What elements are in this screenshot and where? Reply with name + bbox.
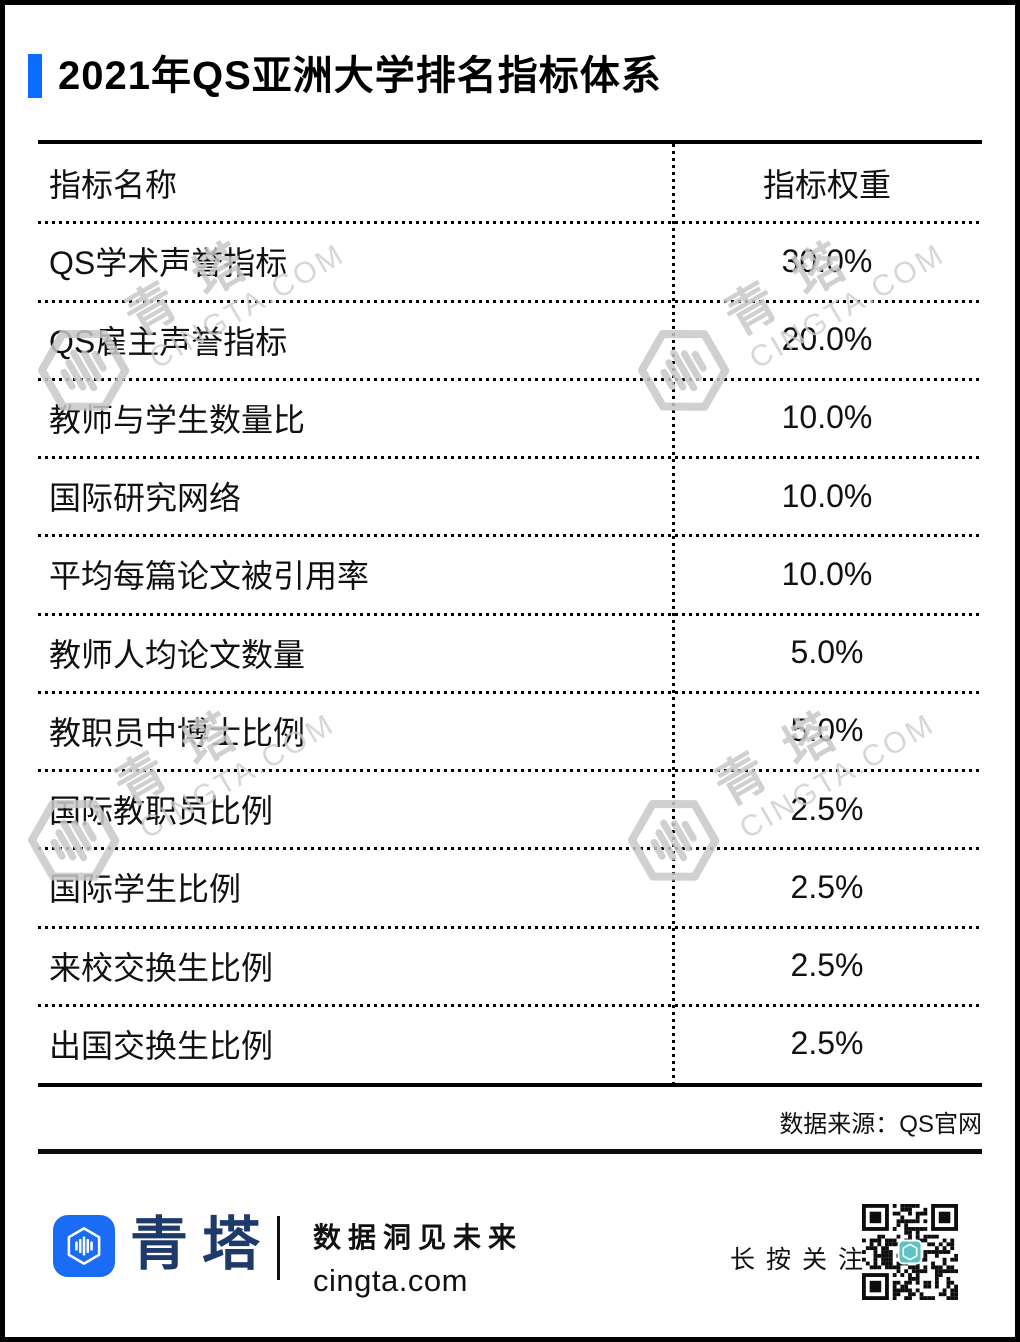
- indicator-name: 国际教职员比例: [49, 793, 274, 830]
- indicator-weight: 10.0%: [781, 555, 873, 592]
- indicator-weight: 20.0%: [781, 321, 873, 358]
- indicator-name: QS雇主声誉指标: [49, 323, 288, 360]
- indicator-weight: 10.0%: [781, 399, 873, 436]
- qr-code-image: [862, 1204, 958, 1300]
- table-row: 来校交换生比例 2.5%: [38, 925, 982, 1005]
- table-header-row: 指标名称 指标权重: [38, 144, 982, 222]
- indicator-name: 国际学生比例: [49, 871, 242, 908]
- table-row: 教职员中博士比例 5.0%: [38, 690, 982, 770]
- indicator-weight: 2.5%: [790, 947, 864, 984]
- table-row: QS雇主声誉指标 20.0%: [38, 299, 982, 379]
- page-header: 2021年QS亚洲大学排名指标体系: [28, 54, 662, 98]
- table-row: 国际研究网络 10.0%: [38, 455, 982, 535]
- table-row: 国际学生比例 2.5%: [38, 847, 982, 926]
- column-header-weight: 指标权重: [762, 167, 891, 204]
- footer-separator-line: [38, 1149, 982, 1154]
- brand-tagline: 数据洞见未来: [313, 1222, 524, 1253]
- qr-caption: 长按关注: [730, 1246, 875, 1274]
- indicator-name: 教师人均论文数量: [49, 636, 306, 673]
- brand-website: cingta.com: [313, 1263, 468, 1298]
- indicator-name: 来校交换生比例: [49, 949, 274, 986]
- brand-name: 青塔: [130, 1210, 275, 1278]
- indicator-name: QS学术声誉指标: [49, 245, 288, 282]
- table-row: QS学术声誉指标 30.0%: [38, 221, 982, 300]
- title-accent-bar: [28, 54, 42, 98]
- table-row: 出国交换生比例 2.5%: [38, 1003, 982, 1083]
- table-row: 教师人均论文数量 5.0%: [38, 612, 982, 692]
- indicator-name: 教职员中博士比例: [49, 714, 306, 751]
- cingta-logo: [53, 1215, 115, 1277]
- indicator-name: 出国交换生比例: [49, 1027, 274, 1064]
- soundwave-hexagon-icon: [67, 1227, 101, 1265]
- indicator-name: 平均每篇论文被引用率: [49, 558, 370, 595]
- column-header-name: 指标名称: [49, 167, 178, 204]
- footer-vertical-divider: [277, 1216, 280, 1280]
- indicator-weight: 2.5%: [790, 790, 864, 827]
- indicator-weight: 5.0%: [790, 712, 864, 749]
- qr-code: [862, 1204, 958, 1300]
- indicator-name: 国际研究网络: [49, 480, 242, 517]
- indicator-weight: 2.5%: [790, 1025, 864, 1062]
- indicator-weight: 5.0%: [790, 634, 864, 671]
- footer-tagline-block: 数据洞见未来 cingta.com: [313, 1216, 523, 1299]
- table-row: 教师与学生数量比 10.0%: [38, 377, 982, 457]
- indicator-table: 指标名称 指标权重 QS学术声誉指标 30.0% QS雇主声誉指标 20.0% …: [38, 140, 982, 1087]
- data-source-note: 数据来源：QS官网: [779, 1111, 982, 1138]
- indicator-weight: 2.5%: [790, 868, 864, 905]
- table-row: 国际教职员比例 2.5%: [38, 768, 982, 848]
- page-title: 2021年QS亚洲大学排名指标体系: [58, 54, 662, 98]
- indicator-name: 教师与学生数量比: [49, 401, 306, 438]
- table-row: 平均每篇论文被引用率 10.0%: [38, 534, 982, 613]
- indicator-weight: 30.0%: [781, 242, 873, 279]
- indicator-weight: 10.0%: [781, 477, 873, 514]
